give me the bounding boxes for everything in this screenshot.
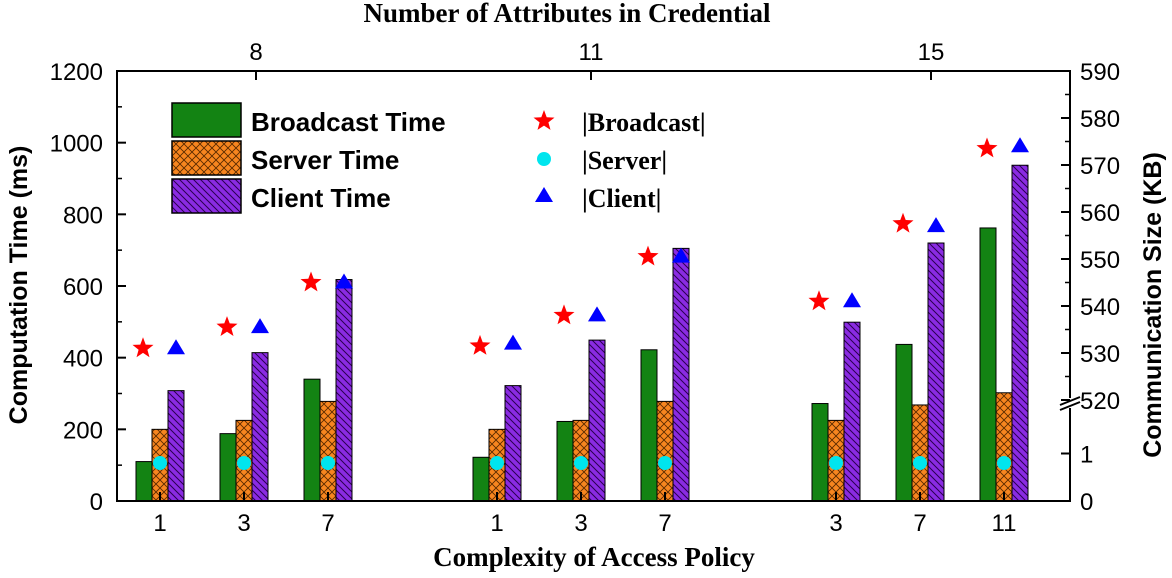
client-size-marker bbox=[251, 318, 269, 334]
client-time-bar bbox=[251, 352, 269, 502]
server-time-bar bbox=[656, 400, 674, 502]
left-tick-label: 1000 bbox=[50, 131, 103, 158]
right-tick-label: 570 bbox=[1080, 153, 1120, 180]
broadcast-size-marker bbox=[892, 212, 914, 233]
server-size-marker bbox=[153, 456, 167, 470]
broadcast-time-bar bbox=[640, 349, 658, 502]
left-tick-label: 400 bbox=[63, 346, 103, 373]
client-time-bar bbox=[843, 321, 861, 502]
x-tick-label: 11 bbox=[992, 510, 1017, 537]
x-tick-label: 1 bbox=[490, 510, 503, 537]
broadcast-time-bar bbox=[895, 343, 913, 502]
client-size-marker bbox=[672, 247, 690, 263]
right-tick-label: 540 bbox=[1080, 294, 1120, 321]
legend-label-server-time: Server Time bbox=[251, 145, 399, 175]
legend-swatch-server-time bbox=[171, 140, 242, 176]
x-tick-label: 7 bbox=[658, 510, 671, 537]
x-tick-label: 7 bbox=[321, 510, 334, 537]
top-tick-label: 15 bbox=[918, 39, 945, 66]
left-tick-label: 200 bbox=[63, 417, 103, 444]
server-size-marker bbox=[913, 456, 927, 470]
legend-marker-client-size bbox=[535, 187, 553, 202]
broadcast-time-bar bbox=[219, 433, 237, 502]
x-tick-label: 3 bbox=[237, 510, 250, 537]
broadcast-time-bar bbox=[472, 456, 490, 502]
left-tick-label: 600 bbox=[63, 274, 103, 301]
broadcast-time-bar bbox=[135, 461, 153, 502]
right-tick-label: 550 bbox=[1080, 247, 1120, 274]
left-tick-label: 1200 bbox=[50, 59, 103, 86]
broadcast-size-marker bbox=[976, 137, 998, 158]
server-size-marker bbox=[658, 456, 672, 470]
bars-layer bbox=[135, 164, 1029, 502]
broadcast-size-marker bbox=[637, 245, 659, 266]
x-tick-label: 3 bbox=[829, 510, 842, 537]
legend-marker-server-size bbox=[537, 152, 551, 166]
server-size-marker bbox=[574, 456, 588, 470]
server-size-marker bbox=[829, 456, 843, 470]
legend-label-broadcast-size: |Broadcast| bbox=[582, 108, 706, 137]
client-time-bar bbox=[504, 385, 522, 502]
x-tick-label: 3 bbox=[574, 510, 587, 537]
server-size-marker bbox=[321, 456, 335, 470]
top-axis-title: Number of Attributes in Credential bbox=[364, 0, 771, 28]
top-tick-label: 8 bbox=[249, 39, 262, 66]
server-size-marker bbox=[490, 456, 504, 470]
broadcast-size-marker bbox=[469, 334, 491, 355]
client-size-marker bbox=[927, 217, 945, 233]
legend-swatch-broadcast-time bbox=[171, 102, 242, 138]
client-time-bar bbox=[927, 242, 945, 502]
broadcast-size-marker bbox=[553, 304, 575, 325]
top-tick-label: 11 bbox=[579, 39, 604, 66]
server-size-marker bbox=[237, 456, 251, 470]
client-time-bar bbox=[672, 247, 690, 502]
legend-label-client-size: |Client| bbox=[582, 184, 661, 213]
legend-marker-broadcast-size bbox=[533, 110, 555, 130]
markers-layer bbox=[132, 137, 1029, 470]
client-size-marker bbox=[335, 273, 353, 289]
client-time-bar bbox=[335, 279, 353, 502]
right-tick-label: 1 bbox=[1080, 442, 1093, 469]
server-time-bar bbox=[911, 404, 929, 502]
broadcast-size-marker bbox=[132, 337, 154, 358]
broadcast-time-bar bbox=[979, 227, 997, 502]
legend-label-broadcast-time: Broadcast Time bbox=[251, 107, 446, 137]
right-tick-label: 0 bbox=[1080, 489, 1093, 516]
right-tick-label: 560 bbox=[1080, 200, 1120, 227]
left-axis-title: Computation Time (ms) bbox=[5, 146, 33, 425]
broadcast-size-marker bbox=[300, 271, 322, 292]
right-axis-title: Communication Size (KB) bbox=[1139, 152, 1167, 458]
left-tick-label: 800 bbox=[63, 202, 103, 229]
right-tick-label: 530 bbox=[1080, 341, 1120, 368]
client-time-bar bbox=[1011, 164, 1029, 502]
x-tick-label: 7 bbox=[913, 510, 926, 537]
axes-layer: 0 200 400 600 800 1000 1200 0 1 520 530 540 550 560 57… bbox=[50, 39, 1120, 537]
broadcast-time-bar bbox=[556, 420, 574, 502]
broadcast-size-marker bbox=[808, 290, 830, 311]
broadcast-size-marker bbox=[216, 316, 238, 336]
broadcast-time-bar bbox=[303, 378, 321, 502]
client-size-marker bbox=[504, 334, 522, 350]
right-tick-label: 590 bbox=[1080, 59, 1120, 86]
legend-swatch-client-time bbox=[171, 178, 242, 214]
server-size-marker bbox=[997, 456, 1011, 470]
right-tick-label: 520 bbox=[1080, 388, 1120, 415]
server-time-bar bbox=[995, 392, 1013, 502]
left-tick-label: 0 bbox=[90, 489, 103, 516]
client-size-marker bbox=[843, 292, 861, 308]
legend-label-server-size: |Server| bbox=[582, 146, 667, 175]
client-time-bar bbox=[588, 339, 606, 502]
server-time-bar bbox=[319, 400, 337, 502]
client-size-marker bbox=[167, 339, 185, 355]
client-size-marker bbox=[1011, 137, 1029, 153]
legend: Broadcast Time Server Time Client Time |… bbox=[171, 102, 706, 214]
legend-label-client-time: Client Time bbox=[251, 183, 391, 213]
broadcast-time-bar bbox=[811, 403, 829, 502]
x-axis-title: Complexity of Access Policy bbox=[433, 542, 755, 572]
x-tick-label: 1 bbox=[153, 510, 166, 537]
client-time-bar bbox=[167, 390, 185, 502]
client-size-marker bbox=[588, 306, 606, 322]
right-tick-label: 580 bbox=[1080, 106, 1120, 133]
